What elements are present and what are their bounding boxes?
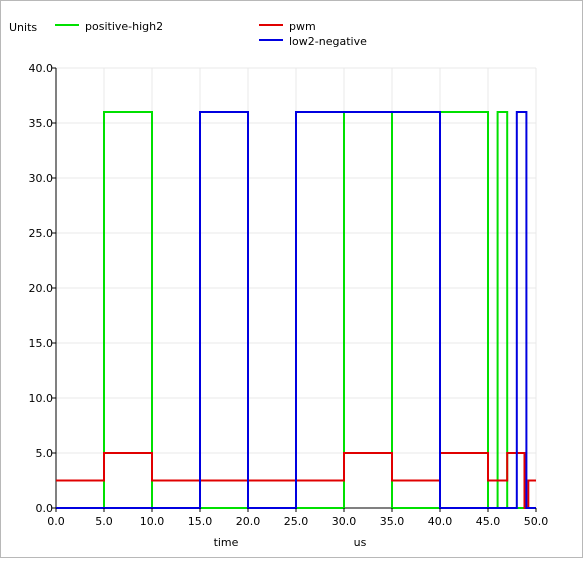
- x-tick-label: 15.0: [188, 515, 213, 528]
- x-axis-unit: us: [354, 536, 367, 549]
- y-tick-label: 20.0: [29, 282, 54, 295]
- x-tick-label: 0.0: [47, 515, 65, 528]
- x-tick-label: 50.0: [524, 515, 549, 528]
- x-tick-label: 45.0: [476, 515, 501, 528]
- legend-label-low2-negative: low2-negative: [289, 35, 367, 48]
- y-tick-label: 5.0: [36, 447, 54, 460]
- legend-item-low2-negative: low2-negative: [259, 35, 367, 48]
- legend-label-positive-high2: positive-high2: [85, 20, 163, 33]
- y-tick-label: 10.0: [29, 392, 54, 405]
- x-tick-label: 20.0: [236, 515, 261, 528]
- y-tick-label: 30.0: [29, 172, 54, 185]
- x-tick-label: 5.0: [95, 515, 113, 528]
- units-label: Units: [9, 21, 37, 34]
- x-axis-label: time: [214, 536, 239, 549]
- series-line-low2-negative: [56, 111, 536, 509]
- legend-item-pwm: pwm: [259, 20, 316, 33]
- y-tick-label: 35.0: [29, 117, 54, 130]
- x-tick-label: 40.0: [428, 515, 453, 528]
- x-tick-label: 35.0: [380, 515, 405, 528]
- legend-label-pwm: pwm: [289, 20, 316, 33]
- y-tick-label: 15.0: [29, 337, 54, 350]
- y-tick-label: 0.0: [36, 502, 54, 515]
- series-line-positive-high2: [56, 111, 536, 509]
- legend: positive-high2 pwm low2-negative: [55, 20, 367, 48]
- y-tick-label: 40.0: [29, 62, 54, 75]
- x-tick-label: 25.0: [284, 515, 309, 528]
- legend-item-positive-high2: positive-high2: [55, 20, 163, 33]
- x-tick-label: 30.0: [332, 515, 357, 528]
- y-tick-label: 25.0: [29, 227, 54, 240]
- x-tick-label: 10.0: [140, 515, 165, 528]
